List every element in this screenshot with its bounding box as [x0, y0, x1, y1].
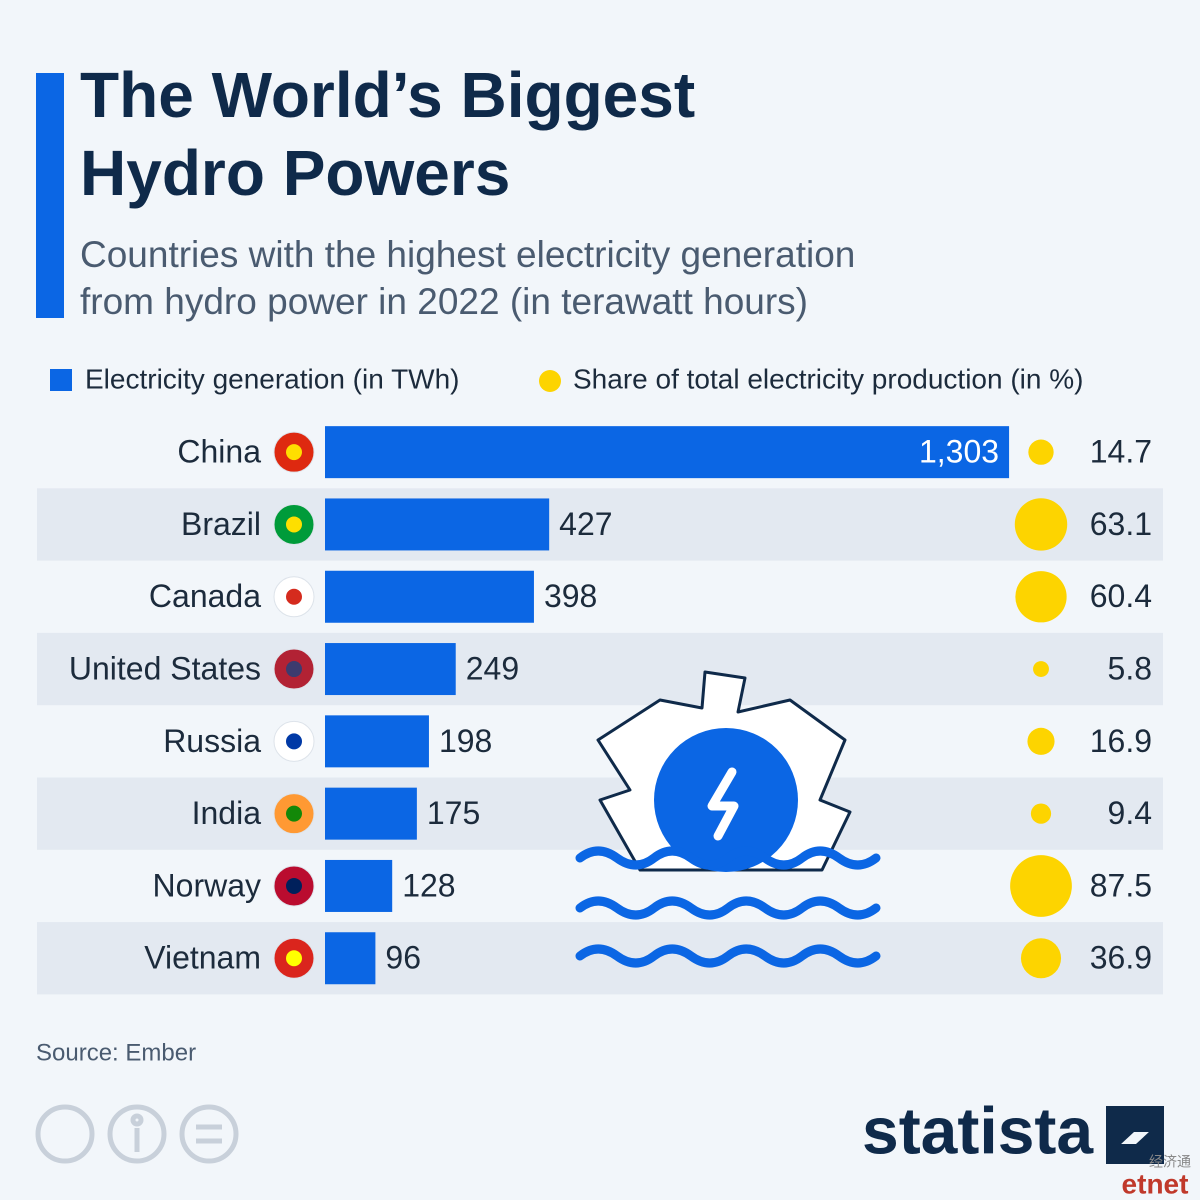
value-label: 128: [402, 867, 455, 903]
category-label: Norway: [153, 867, 261, 903]
cc-icon: [35, 1104, 95, 1164]
by-icon: [107, 1104, 167, 1164]
brand: statista: [862, 1093, 1094, 1167]
brand-logo: [1106, 1106, 1164, 1164]
value-label: 427: [559, 506, 612, 542]
category-label: India: [192, 795, 262, 831]
share-label: 36.9: [1090, 940, 1152, 976]
bar: [325, 715, 429, 768]
value-label: 398: [544, 578, 597, 614]
share-bubble: [1033, 661, 1049, 677]
bar: [325, 787, 417, 840]
value-label: 175: [427, 795, 480, 831]
chart-title: The World’s Biggest: [80, 59, 695, 131]
watermark: etnet: [1122, 1168, 1189, 1199]
value-label: 1,303: [919, 434, 999, 470]
hydro-icon: [575, 670, 881, 968]
share-bubble: [1028, 439, 1054, 465]
legend-label: Share of total electricity production (i…: [573, 363, 1083, 394]
bolt: [707, 767, 739, 841]
wave: [575, 944, 881, 968]
category-label: Vietnam: [144, 940, 261, 976]
bar: [325, 426, 1010, 479]
bar: [325, 643, 456, 696]
wave: [575, 846, 881, 870]
rows: [37, 488, 1163, 995]
legend-swatch: [50, 369, 72, 391]
share-label: 60.4: [1090, 578, 1152, 614]
bar: [325, 859, 393, 912]
flag-detail: [286, 950, 302, 967]
row-band: [37, 488, 1163, 561]
hub: [654, 728, 798, 872]
share-label: 14.7: [1090, 434, 1152, 470]
bar: [325, 932, 376, 985]
share-bubble: [1015, 571, 1067, 623]
category-label: Canada: [149, 578, 261, 614]
chart-title: Hydro Powers: [80, 137, 510, 209]
flag-detail: [286, 805, 302, 822]
share-label: 9.4: [1108, 795, 1152, 831]
by-head: [130, 1113, 144, 1127]
share-label: 16.9: [1090, 723, 1152, 759]
legend-swatch: [539, 370, 561, 392]
row-band: [37, 922, 1163, 995]
category-label: China: [177, 434, 261, 470]
category-label: Russia: [163, 723, 261, 759]
title-accent: [36, 73, 64, 318]
share-bubble: [1014, 498, 1068, 551]
license-icons: [35, 1104, 239, 1164]
share-bubble: [1027, 727, 1055, 755]
bar: [325, 570, 534, 623]
source: Source: Ember: [36, 1039, 196, 1066]
flag-detail: [286, 588, 302, 605]
row-band: [37, 777, 1163, 850]
share-bubble: [1030, 803, 1052, 824]
share-label: 5.8: [1108, 651, 1152, 687]
bar: [325, 498, 550, 551]
value-label: 249: [466, 651, 519, 687]
flag-detail: [286, 661, 302, 678]
share-label: 87.5: [1090, 867, 1152, 903]
flag-detail: [286, 516, 302, 533]
category-label: United States: [69, 651, 261, 687]
nd-icon: [179, 1104, 239, 1164]
flag-detail: [286, 444, 302, 461]
marks: China 1,303 14.7 Brazil 427 63.1 Canada 398 60.4…: [69, 426, 1152, 985]
watermark: 经济通: [1149, 1154, 1191, 1170]
flag-detail: [286, 733, 302, 750]
share-label: 63.1: [1090, 506, 1152, 542]
flag-detail: [286, 877, 302, 894]
row-band: [37, 632, 1163, 706]
share-bubble: [1020, 938, 1062, 979]
chart-subtitle: Countries with the highest electricity g…: [80, 234, 855, 275]
wave: [575, 896, 881, 920]
share-bubble: [1010, 855, 1072, 917]
value-label: 96: [385, 940, 421, 976]
value-label: 198: [439, 723, 492, 759]
chart-subtitle: from hydro power in 2022 (in terawatt ho…: [80, 281, 808, 322]
category-label: Brazil: [181, 506, 261, 542]
legend-label: Electricity generation (in TWh): [85, 363, 460, 394]
